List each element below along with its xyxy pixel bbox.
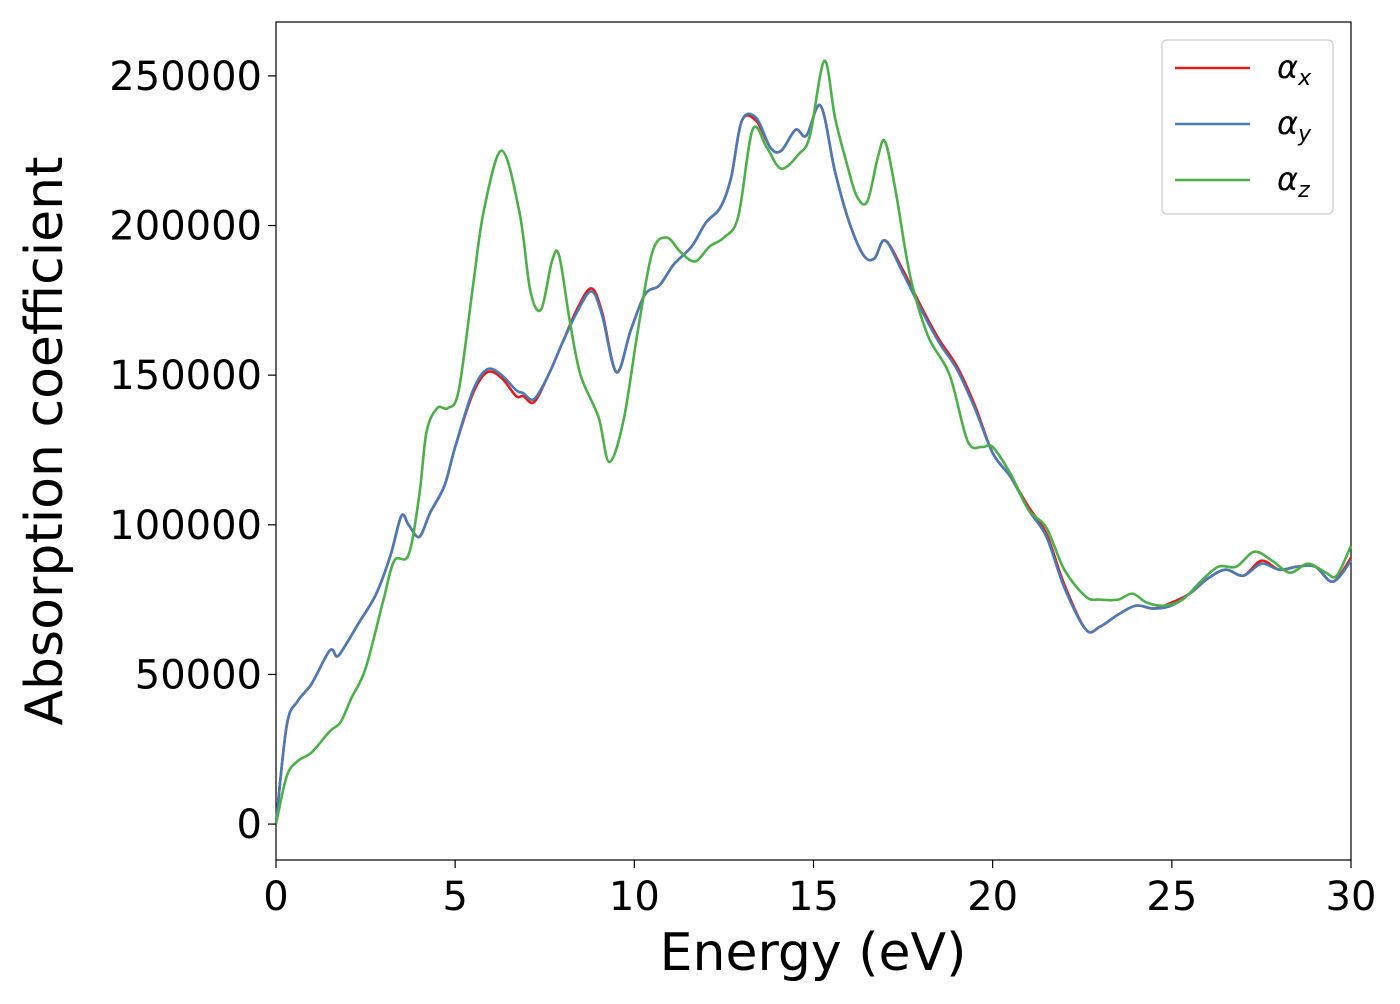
y-axis-label: Absorption coefficient <box>15 156 75 725</box>
x-tick-label: 0 <box>263 874 288 920</box>
y-tick-label: 50000 <box>135 652 262 698</box>
x-tick-label: 25 <box>1146 874 1197 920</box>
legend-label-z: αz <box>1277 160 1310 203</box>
series-line-z <box>274 59 1353 825</box>
x-tick-label: 10 <box>609 874 660 920</box>
series-line-y <box>274 103 1353 825</box>
legend-label-x: αx <box>1277 48 1312 91</box>
x-tick-label: 15 <box>788 874 839 920</box>
y-tick-label: 0 <box>237 802 262 848</box>
series-layer <box>274 59 1353 825</box>
y-tick-label: 100000 <box>109 503 262 549</box>
y-tick-label: 250000 <box>109 54 262 100</box>
legend-label-y: αy <box>1277 104 1312 147</box>
legend-items: αx αy αz <box>1175 48 1312 203</box>
legend: αx αy αz <box>1161 39 1334 215</box>
y-tick-label: 200000 <box>109 204 262 250</box>
y-axis-ticks: 0 50000 100000 150000 200000 250000 <box>109 54 276 848</box>
x-axis-ticks: 0 5 10 15 20 25 30 <box>263 860 1376 920</box>
y-tick-label: 150000 <box>109 353 262 399</box>
x-tick-label: 20 <box>967 874 1018 920</box>
x-axis-label: Energy (eV) <box>660 923 967 983</box>
x-tick-label: 5 <box>442 874 467 920</box>
x-tick-label: 30 <box>1326 874 1377 920</box>
legend-box <box>1161 39 1334 215</box>
